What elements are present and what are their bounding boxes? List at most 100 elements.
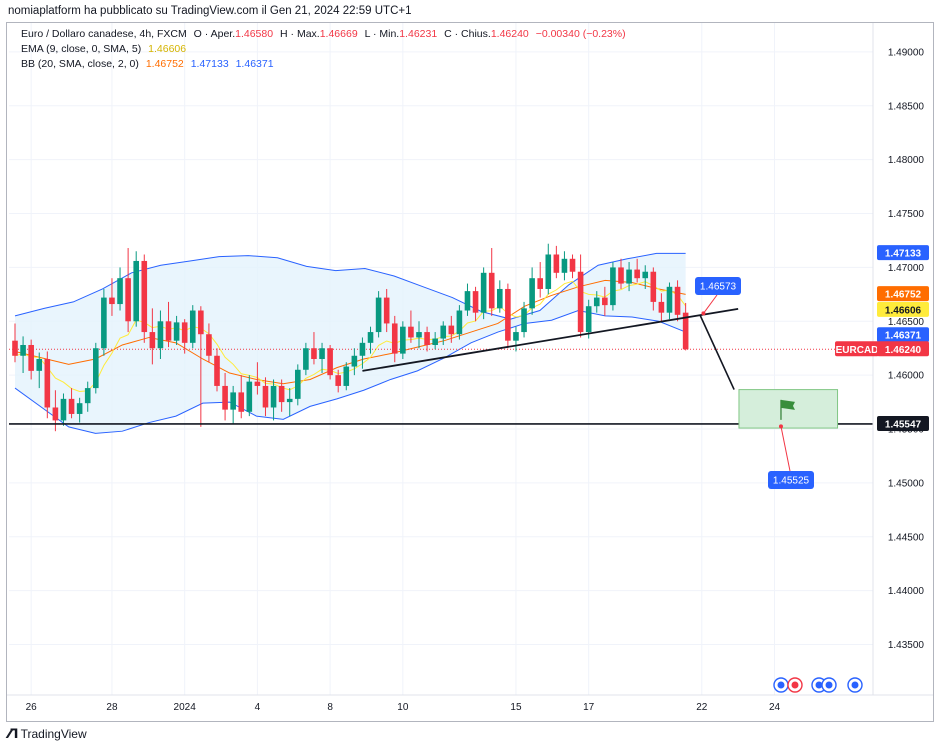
- candle-body: [52, 407, 59, 421]
- candle: [674, 280, 681, 322]
- candle: [117, 267, 123, 311]
- candle-body: [650, 271, 657, 302]
- candle: [424, 326, 430, 352]
- candle: [125, 248, 131, 333]
- close-label: C: [444, 28, 452, 40]
- candle-body: [68, 398, 75, 414]
- bb-lower-value: 1.46371: [235, 58, 274, 70]
- candle-body: [262, 385, 269, 408]
- candle-body: [125, 278, 131, 322]
- candle-body: [60, 398, 67, 421]
- candle-body: [505, 288, 511, 341]
- candle: [28, 339, 34, 380]
- projection-line: [699, 315, 735, 390]
- candle-body: [464, 291, 471, 311]
- candle: [585, 299, 592, 339]
- y-tick-label: 1.46000: [888, 371, 925, 382]
- price-tag-label: 1.46240: [885, 345, 922, 356]
- bb-fill: [15, 253, 686, 434]
- candle: [408, 310, 414, 343]
- candle-body: [36, 359, 43, 371]
- bb-legend: BB (20, SMA, close, 2, 0) 1.46752 1.4713…: [21, 58, 278, 70]
- bb-upper-value: 1.47133: [190, 58, 229, 70]
- candle-body: [553, 254, 560, 273]
- candle: [521, 301, 527, 338]
- candle: [400, 321, 406, 359]
- candle-body: [254, 381, 261, 386]
- candle-body: [626, 269, 632, 284]
- candle-body: [497, 288, 503, 309]
- candle-body: [222, 385, 228, 410]
- price-tag-label: 1.45547: [885, 419, 922, 430]
- candle-body: [181, 322, 188, 343]
- price-tag-box: [835, 341, 879, 357]
- candle: [375, 291, 382, 338]
- callout-anchor: [701, 311, 706, 316]
- candle: [311, 332, 317, 365]
- candle: [270, 379, 277, 421]
- close-value: 1.46240: [490, 28, 529, 40]
- candle-body: [44, 359, 51, 408]
- high-value: 1.46669: [319, 28, 358, 40]
- candle-body: [416, 332, 422, 338]
- event-icon-dot: [777, 681, 785, 689]
- x-tick-label: 10: [397, 702, 409, 713]
- candle-body: [521, 308, 527, 333]
- candle: [577, 254, 584, 338]
- y-tick-label: 1.44500: [888, 532, 925, 543]
- candle-body: [109, 297, 115, 305]
- x-tick-label: 4: [255, 702, 261, 713]
- candle-body: [674, 286, 681, 315]
- candle: [456, 305, 463, 340]
- candle: [157, 310, 164, 359]
- candle-body: [480, 272, 487, 313]
- candle: [448, 315, 455, 343]
- candle-body: [343, 366, 350, 386]
- candle: [165, 301, 172, 348]
- candle: [666, 282, 673, 320]
- candle: [545, 243, 552, 295]
- x-tick-label: 28: [106, 702, 118, 713]
- bb-basis-line: [14, 279, 686, 385]
- candle: [295, 364, 301, 406]
- candle: [101, 288, 107, 356]
- open-label: O: [193, 28, 202, 40]
- candle: [391, 315, 398, 363]
- candle: [206, 323, 212, 363]
- ema-value: 1.46606: [148, 43, 187, 55]
- candle-body: [230, 392, 236, 410]
- candle: [133, 251, 139, 327]
- candle-body: [335, 375, 341, 386]
- y-tick-label: 1.48000: [888, 155, 925, 166]
- change-value: −0.00340 (−0.23%): [535, 28, 626, 40]
- y-tick-label: 1.44000: [888, 586, 925, 597]
- close-text: · Chius.: [454, 28, 491, 40]
- candle-body: [456, 310, 463, 335]
- candle-body: [12, 340, 18, 356]
- candle: [359, 337, 366, 369]
- chart-canvas[interactable]: 1.46573 1.45525 1.49000 1.48500 1.48000 1.475…: [7, 23, 933, 721]
- tradingview-logo[interactable]: ⁄⁄⅂ TradingView: [8, 726, 87, 742]
- y-tick-label: 1.49000: [888, 47, 925, 58]
- callout-anchor: [778, 424, 783, 429]
- candle-body: [682, 312, 689, 350]
- y-tick-label: 1.46500: [888, 317, 925, 328]
- y-tick-label: 1.47000: [888, 263, 925, 274]
- price-tag-box: [877, 286, 929, 302]
- candle-body: [286, 398, 293, 403]
- x-tick-label: 26: [26, 702, 38, 713]
- candle-body: [545, 254, 552, 289]
- candle-body: [593, 297, 600, 307]
- event-icon-dot: [815, 681, 823, 689]
- candle-body: [311, 348, 317, 359]
- candle: [650, 267, 657, 311]
- candle-body: [76, 403, 83, 414]
- candle-body: [602, 297, 608, 306]
- candle: [319, 342, 325, 374]
- low-text: · Min.: [372, 28, 400, 40]
- candle: [246, 375, 253, 417]
- event-icon-dot: [851, 681, 859, 689]
- candle: [383, 288, 390, 333]
- candle-body: [327, 348, 333, 376]
- candle: [513, 326, 519, 352]
